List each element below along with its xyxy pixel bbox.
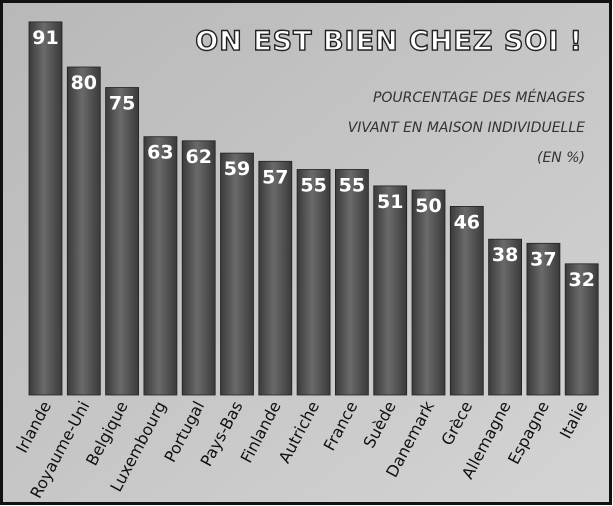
data-label: 59 [224,158,250,180]
data-label: 57 [262,166,288,188]
bar [449,205,484,396]
bar [411,189,446,396]
data-label: 62 [185,146,211,168]
data-label: 55 [300,175,326,197]
bar [28,21,63,396]
data-label: 37 [530,248,556,270]
data-label: 75 [109,93,135,115]
bar [220,152,254,396]
data-label: 80 [71,72,97,94]
subtitle: (EN %) [537,150,585,166]
bar [488,238,523,396]
bar [181,140,216,396]
data-label: 38 [492,244,518,266]
bar [66,66,101,396]
data-label: 32 [568,269,594,291]
data-label: 63 [147,142,173,164]
bar [296,169,331,396]
bar [143,136,178,396]
data-label: 50 [415,195,441,217]
bar [373,185,408,396]
bar [105,87,139,396]
subtitle: POURCENTAGE DES MÉNAGES [373,89,585,106]
data-label: 91 [32,27,58,49]
subtitle: VIVANT EN MAISON INDIVIDUELLE [348,120,585,136]
data-label: 55 [339,175,365,197]
data-label: 51 [377,191,403,213]
chart-title: ON EST BIEN CHEZ SOI ! [195,26,583,57]
bar [564,263,599,396]
bar [334,169,369,396]
bar [258,160,293,396]
data-label: 46 [454,211,480,233]
bar [526,242,561,396]
